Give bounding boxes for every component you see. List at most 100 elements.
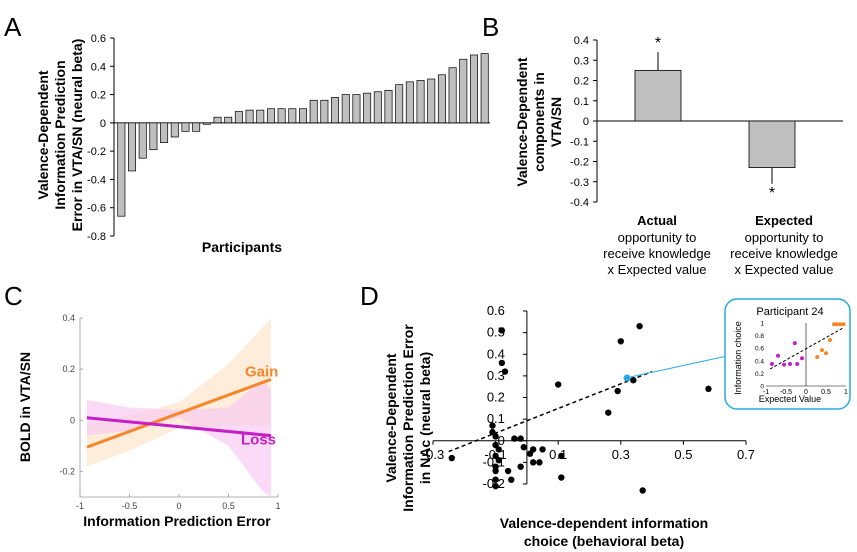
panel-c-band-loss <box>86 379 272 497</box>
panel-a-ytick-label: -0.6 <box>87 203 106 215</box>
panel-a-bar <box>245 109 254 124</box>
inset-gain-point <box>820 348 824 353</box>
panel-a-ytick-label: 0.6 <box>91 33 106 45</box>
panel-d-ytick-label: -0.2 <box>482 476 504 491</box>
panel-d-point <box>508 476 515 483</box>
inset-xtick-label: 0 <box>804 389 808 396</box>
inset-loss-point <box>795 361 800 366</box>
panel-b-ytick-label: 0.2 <box>574 76 589 88</box>
panel-d-point <box>520 444 527 451</box>
panel-a-bar <box>170 122 179 138</box>
panel-letter-d: D <box>360 281 379 311</box>
panel-a-bar <box>352 94 361 124</box>
panel-a-bar <box>363 92 372 124</box>
panel-d-ylabel-3: in NAc (neural beta) <box>417 352 433 484</box>
panel-d-ytick-label: 0 <box>498 433 505 448</box>
panel-b-chart: Valence-Dependent components in VTA/SN A… <box>514 35 843 277</box>
panel-a-bar <box>331 97 340 124</box>
panel-d-ytick-label: 0.6 <box>487 303 505 318</box>
panel-a-bar <box>117 122 126 217</box>
panel-d-point <box>498 327 506 334</box>
panel-d-ylabel-2: Information Prediction Error <box>400 324 416 512</box>
panel-d-ytick-label: 0.3 <box>487 368 505 383</box>
panel-c-xtick-label: 0 <box>176 501 181 511</box>
panel-b-ytick-label: -0.4 <box>570 197 589 209</box>
panel-a-bar <box>288 108 297 124</box>
panel-b-cat2-line2: receive knowledge <box>730 246 838 261</box>
panel-a-bar <box>448 67 457 124</box>
inset-xlabel: Expected Value <box>759 394 821 404</box>
inset-gain-point <box>838 322 843 327</box>
panel-b-cat2-line3: x Expected value <box>734 262 833 277</box>
panel-c-chart: BOLD in VTA/SN Information Prediction Er… <box>17 313 281 529</box>
panel-d-point <box>501 368 509 375</box>
panel-b-cat1-line1: opportunity to <box>618 230 697 245</box>
panel-d-point <box>605 409 612 416</box>
panel-b-cat2-line1: opportunity to <box>745 230 824 245</box>
inset-ytick-label: 1 <box>760 321 764 328</box>
panel-a-ylabel-1: Valence-Dependent <box>35 70 51 199</box>
panel-d-point <box>555 381 562 388</box>
panel-d-point <box>504 467 512 475</box>
panel-d-point <box>558 452 565 460</box>
inset-gain-point <box>824 351 828 356</box>
panel-d-ytick-label: 0.2 <box>487 390 505 405</box>
panel-a-bar <box>266 108 275 124</box>
panel-b-significance: * <box>655 35 661 52</box>
panel-b-ylabel-2: components in <box>531 72 547 172</box>
panel-b-ytick-label: 0.3 <box>574 55 589 67</box>
panel-c-legend-gain: Gain <box>245 363 278 380</box>
panel-a-bar <box>138 122 147 159</box>
panel-a-ylabel-3: Error in VTA/SN (neural beta) <box>69 39 85 232</box>
panel-c-ytick-label: 0 <box>70 415 75 425</box>
inset-ytick-label: 0.4 <box>755 358 764 365</box>
panel-a-bar <box>373 91 382 124</box>
panel-a-bar <box>224 116 233 124</box>
panel-d-highlight-point <box>623 374 631 382</box>
panel-a-bar <box>234 111 243 124</box>
inset-loss-point <box>782 362 786 367</box>
panel-d-ytick-label: 0.1 <box>487 411 505 426</box>
panel-c-line-gain <box>86 377 272 449</box>
inset-ylabel: Information choice <box>733 321 743 395</box>
panel-b-ylabel-1: Valence-Dependent <box>514 57 530 186</box>
panel-d-point <box>639 487 646 494</box>
panel-a-bar <box>128 122 137 172</box>
inset-xtick-label: 0.5 <box>821 389 831 396</box>
panel-b-ytick-label: -0.2 <box>570 157 589 169</box>
panel-a-ytick-label: 0 <box>100 118 106 130</box>
panel-d-inset-connector <box>629 355 728 378</box>
panel-d-point <box>448 454 455 462</box>
panel-d-xtick-label: 0.5 <box>674 447 692 462</box>
panel-a-bar <box>160 122 169 144</box>
panel-c-ytick-label: 0.4 <box>62 313 75 323</box>
panel-a-bar <box>181 122 190 132</box>
panel-d-point <box>498 359 506 367</box>
panel-d-point <box>630 377 637 384</box>
panel-a-bar <box>480 53 489 124</box>
inset-loss-point <box>788 361 792 366</box>
panel-d-point <box>705 385 712 393</box>
inset-gain-point <box>815 355 820 360</box>
panel-d-trendline <box>448 370 653 453</box>
panel-c-xtick-label: 1 <box>275 501 280 511</box>
panel-d-ylabel-1: Valence-Dependent <box>383 353 399 482</box>
panel-b-cat2-title: Expected <box>755 213 813 228</box>
panel-a-ytick-label: 0.2 <box>91 90 106 102</box>
panel-c-legend-loss: Loss <box>241 432 276 449</box>
panel-c-line-loss <box>86 416 272 438</box>
panel-a-bar <box>459 58 468 124</box>
panel-d-point <box>495 457 502 464</box>
panel-d-point <box>492 476 499 483</box>
panel-a-bar <box>192 122 201 132</box>
panel-d-point <box>539 446 546 453</box>
panel-a-bar <box>299 108 307 124</box>
panel-c-ytick-label: -0.2 <box>59 466 75 476</box>
panel-a-bar <box>437 74 446 124</box>
panel-a-bar <box>427 78 436 124</box>
inset-loss-point <box>800 356 804 361</box>
panel-c-xtick-label: 0.5 <box>222 501 235 511</box>
panel-d-point <box>617 338 624 345</box>
inset-xtick-label: 1 <box>844 389 848 396</box>
